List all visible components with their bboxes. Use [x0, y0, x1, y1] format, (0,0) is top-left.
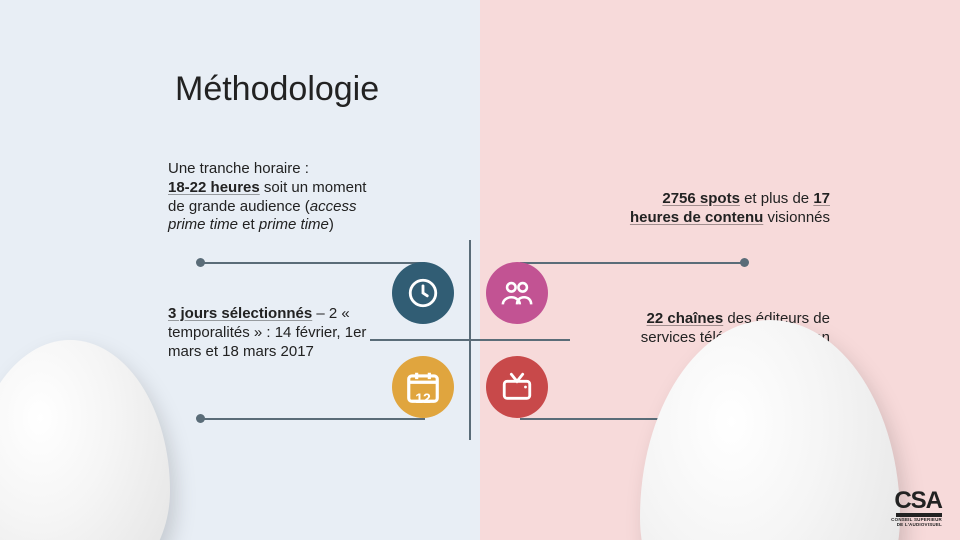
connector-dot: [740, 258, 749, 267]
people-icon: [500, 276, 534, 310]
slide: Méthodologie Une tranche horaire : 18-22…: [0, 0, 960, 540]
quadrant-diagram: 12: [380, 250, 560, 430]
bubble-calendar: 12: [392, 356, 454, 418]
csa-logo: CSA CONSEIL SUPERIEURDE L'AUDIOVISUEL: [891, 490, 942, 528]
logo-text: CSA: [894, 490, 942, 512]
calendar-number: 12: [415, 390, 431, 406]
axis-vertical: [469, 240, 471, 440]
logo-subtext: CONSEIL SUPERIEURDE L'AUDIOVISUEL: [891, 518, 942, 528]
connector-dot: [196, 258, 205, 267]
tv-icon: [500, 370, 534, 404]
decorative-egg: [0, 340, 170, 540]
textblock-spots: 2756 spots et plus de 17 heures de conte…: [610, 190, 830, 228]
bubble-clock: [392, 262, 454, 324]
clock-icon: [406, 276, 440, 310]
connector-dot: [196, 414, 205, 423]
textblock-time-slot: Une tranche horaire : 18-22 heures soit …: [168, 160, 378, 235]
page-title: Méthodologie: [175, 70, 379, 109]
bubble-tv: [486, 356, 548, 418]
bubble-people: [486, 262, 548, 324]
textblock-days: 3 jours sélectionnés – 2 « temporalités …: [168, 305, 378, 361]
